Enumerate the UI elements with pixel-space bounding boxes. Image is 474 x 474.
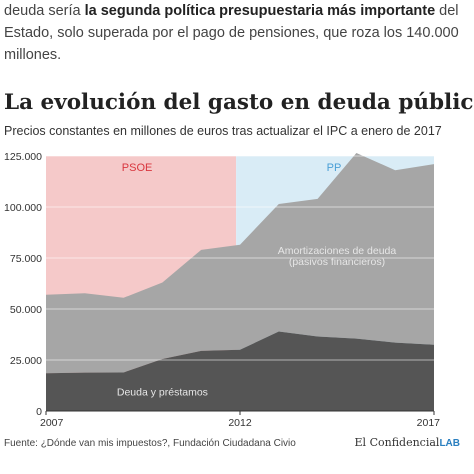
brand-logo: El ConfidencialLAB bbox=[355, 436, 460, 449]
y-tick-label-2: 50.000 bbox=[10, 304, 42, 316]
brand-lab: LAB bbox=[439, 438, 460, 449]
y-tick-label-3: 75.000 bbox=[10, 253, 42, 265]
band-label-pp: PP bbox=[327, 162, 342, 174]
intro-text-bold: la segunda política presupuestaria más i… bbox=[84, 3, 436, 19]
intro-text-start: deuda sería bbox=[4, 3, 85, 19]
series-amortizaciones-area bbox=[46, 152, 434, 374]
intro-text-end: del Estado, solo superada por el pago de… bbox=[4, 3, 459, 63]
x-tick-label-2017: 2017 bbox=[417, 417, 441, 429]
chart-subtitle: Precios constantes en millones de euros … bbox=[4, 124, 442, 138]
source-note: Fuente: ¿Dónde van mis impuestos?, Funda… bbox=[4, 438, 296, 449]
y-tick-label-1: 25.000 bbox=[10, 355, 42, 367]
annotation-pasivos: (pasivos financieros) bbox=[289, 256, 385, 268]
x-tick-label-2012: 2012 bbox=[228, 417, 252, 429]
intro-paragraph: deuda sería la segunda política presupue… bbox=[4, 0, 466, 66]
x-tick-label-2007: 2007 bbox=[40, 417, 64, 429]
y-tick-label-4: 100.000 bbox=[4, 202, 42, 214]
series-deuda-area bbox=[46, 331, 434, 411]
band-label-psoe: PSOE bbox=[122, 162, 153, 174]
annotation-deuda: Deuda y préstamos bbox=[117, 387, 208, 399]
annotation-amortizaciones: Amortizaciones de deuda bbox=[278, 245, 397, 257]
brand-name: El Confidencial bbox=[354, 436, 440, 449]
y-tick-label-5: 125.000 bbox=[4, 151, 42, 163]
y-tick-label-0: 0 bbox=[36, 406, 42, 418]
chart-title: La evolución del gasto en deuda pública bbox=[4, 90, 474, 115]
